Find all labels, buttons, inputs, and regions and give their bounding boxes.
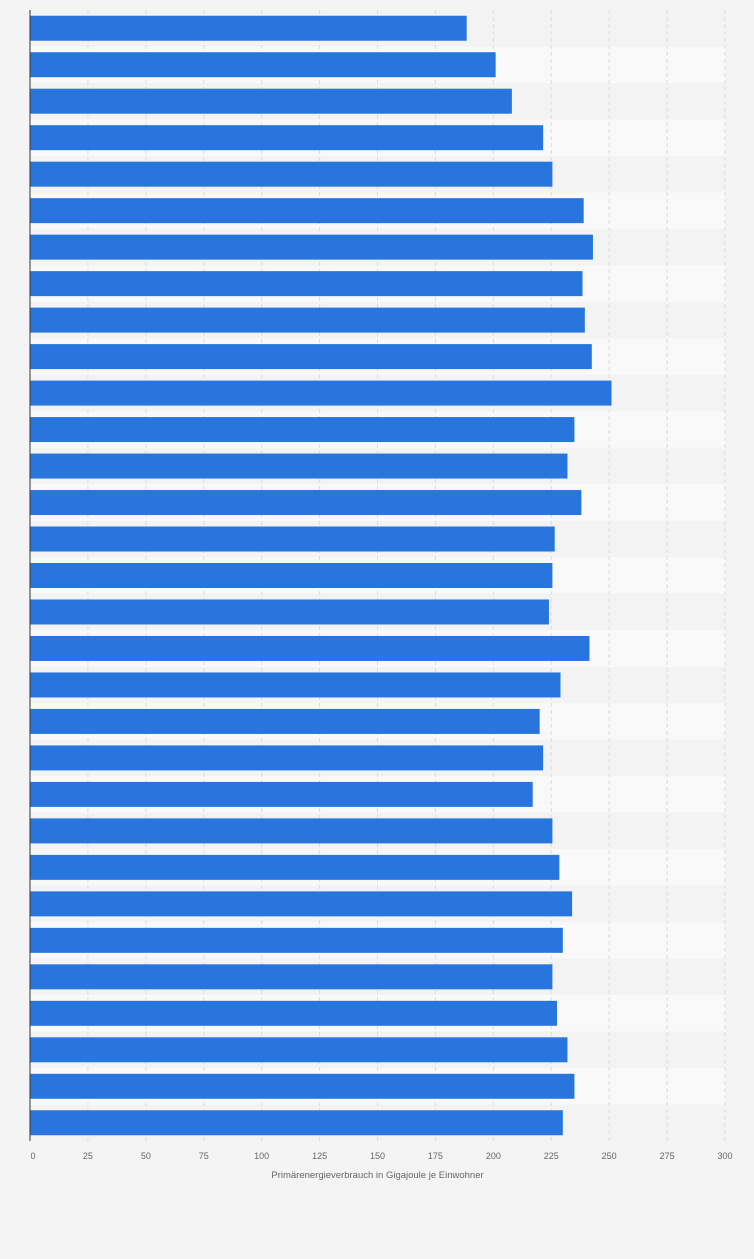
x-tick-label: 25 bbox=[83, 1151, 93, 1161]
x-tick-label: 150 bbox=[370, 1151, 385, 1161]
bar bbox=[30, 453, 568, 479]
bar bbox=[30, 818, 553, 844]
x-tick-labels: 0 25 50 75 100 125 150 175 200 225 250 275 300 bbox=[30, 1151, 732, 1161]
bar bbox=[30, 635, 590, 661]
bar bbox=[30, 15, 467, 41]
bars bbox=[30, 15, 612, 1136]
bar bbox=[30, 234, 593, 260]
x-tick-label: 300 bbox=[717, 1151, 732, 1161]
x-tick-label: 0 bbox=[30, 1151, 35, 1161]
x-tick-label: 250 bbox=[602, 1151, 617, 1161]
bar bbox=[30, 1073, 575, 1099]
bar bbox=[30, 198, 584, 224]
x-axis-title: Primärenergieverbrauch in Gigajoule je E… bbox=[271, 1170, 483, 1181]
x-tick-label: 50 bbox=[141, 1151, 151, 1161]
bar bbox=[30, 745, 544, 771]
bar bbox=[30, 672, 561, 698]
bar bbox=[30, 490, 582, 516]
x-tick-label: 275 bbox=[660, 1151, 675, 1161]
bar bbox=[30, 1000, 558, 1026]
bar bbox=[30, 964, 553, 990]
bar bbox=[30, 125, 544, 151]
bar bbox=[30, 271, 583, 297]
x-tick-label: 125 bbox=[312, 1151, 327, 1161]
bar bbox=[30, 1110, 563, 1136]
x-tick-label: 175 bbox=[428, 1151, 443, 1161]
x-tick-label: 225 bbox=[544, 1151, 559, 1161]
bar bbox=[30, 344, 592, 370]
bar bbox=[30, 854, 560, 880]
bar bbox=[30, 781, 533, 807]
x-tick-label: 75 bbox=[199, 1151, 209, 1161]
bar bbox=[30, 599, 549, 625]
bar bbox=[30, 52, 496, 78]
x-tick-label: 200 bbox=[486, 1151, 501, 1161]
bar bbox=[30, 1037, 568, 1063]
bar bbox=[30, 161, 553, 187]
bar bbox=[30, 563, 553, 588]
bar bbox=[30, 307, 585, 333]
bar bbox=[30, 417, 575, 443]
x-tick-label: 100 bbox=[254, 1151, 269, 1161]
bar bbox=[30, 927, 563, 953]
bar bbox=[30, 708, 540, 734]
bar bbox=[30, 88, 512, 114]
bar bbox=[30, 891, 573, 917]
bar bbox=[30, 380, 612, 406]
bar bbox=[30, 526, 555, 552]
